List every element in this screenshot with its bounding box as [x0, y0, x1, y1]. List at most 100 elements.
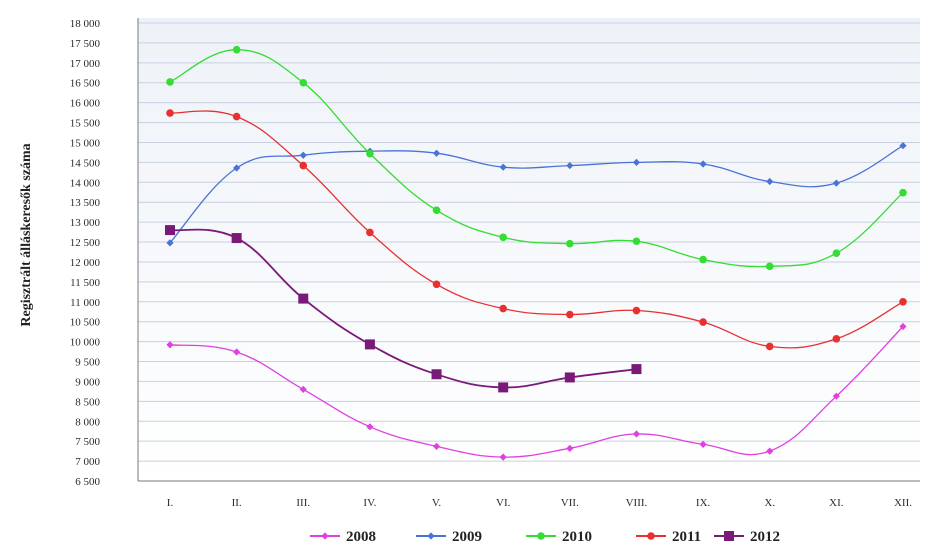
axes: [137, 18, 920, 482]
legend-label-2011: 2011: [672, 529, 701, 545]
y-tick-label-6: 9 500: [75, 357, 100, 369]
x-tick-label-1: II.: [232, 497, 242, 509]
point-2011-7: [632, 306, 641, 315]
x-tick-label-7: VIII.: [626, 497, 648, 509]
point-2009-10: [832, 179, 840, 187]
x-tick-label-5: VI.: [496, 497, 511, 509]
series-2008: [166, 322, 907, 461]
legend: 2008 2009 2010 2011 2012: [310, 529, 780, 545]
point-2011-3: [366, 228, 374, 237]
y-tick-label-3: 8 000: [75, 416, 100, 428]
point-2011-8: [699, 318, 707, 326]
x-tick-label-10: XI.: [829, 497, 844, 509]
point-2008-0: [166, 341, 174, 349]
point-2010-6: [566, 239, 574, 248]
point-2010-3: [366, 149, 374, 158]
y-tick-label-2: 7 500: [75, 436, 100, 448]
y-tick-label-9: 11 000: [70, 297, 100, 309]
y-tick-labels: 6 500 7 000 7 500 8 000 8 500 9 000 9 500 10 00…: [70, 18, 101, 488]
point-2008-10: [832, 392, 840, 400]
series-2010: [166, 45, 907, 271]
x-tick-label-6: VII.: [561, 497, 579, 509]
point-2012-5: [498, 382, 509, 393]
point-2012-2: [298, 293, 309, 304]
point-2011-1: [232, 112, 241, 121]
point-2012-4: [431, 369, 442, 380]
point-2009-7: [632, 158, 641, 166]
point-2008-3: [366, 423, 374, 431]
point-2012-1: [231, 233, 242, 244]
point-2010-5: [499, 233, 507, 242]
point-2010-7: [632, 237, 641, 246]
series-2012: [165, 225, 642, 393]
x-tick-label-9: X.: [764, 497, 775, 509]
point-2009-8: [699, 160, 707, 168]
series-line-2008: [169, 326, 904, 458]
y-tick-label-10: 11 500: [70, 277, 100, 289]
point-2011-5: [499, 304, 507, 313]
y-tick-label-17: 15 000: [70, 137, 101, 149]
y-axis-label: Regisztrált álláskeresők száma: [19, 143, 34, 326]
point-2008-7: [632, 430, 641, 438]
y-tick-label-16: 14 500: [70, 157, 101, 169]
y-tick-label-23: 18 000: [70, 18, 101, 30]
point-2009-4: [432, 149, 441, 157]
x-tick-label-11: XII.: [894, 497, 912, 509]
y-tick-label-15: 14 000: [70, 177, 101, 189]
point-2011-2: [299, 161, 308, 170]
point-2010-1: [232, 45, 241, 54]
x-tick-label-3: IV.: [363, 497, 376, 509]
point-2008-6: [566, 444, 574, 452]
point-2011-11: [899, 297, 907, 306]
legend-label-2010: 2010: [562, 529, 592, 545]
y-tick-label-4: 8 500: [75, 396, 100, 408]
y-tick-label-18: 15 500: [70, 118, 101, 130]
x-tick-label-2: III.: [296, 497, 310, 509]
point-2012-3: [364, 339, 375, 350]
series-group: [165, 45, 907, 461]
series-line-2009: [169, 145, 904, 244]
point-2008-1: [233, 348, 241, 356]
point-2012-7: [631, 364, 642, 375]
series-2009: [166, 142, 907, 247]
point-2011-4: [432, 280, 441, 289]
point-2009-2: [299, 151, 307, 159]
legend-label-2012: 2012: [750, 529, 780, 545]
legend-label-2008: 2008: [346, 529, 376, 545]
y-tick-label-20: 16 500: [70, 78, 101, 90]
y-tick-label-5: 9 000: [75, 376, 100, 388]
x-tick-labels: I. II. III. IV. V. VI. VII. VIII. IX. X. XI. XII.: [167, 497, 912, 509]
point-2009-1: [233, 164, 241, 172]
point-2010-11: [899, 188, 907, 197]
legend-marker-2008: [321, 532, 329, 540]
y-tick-label-14: 13 500: [70, 197, 101, 209]
point-2010-8: [699, 255, 707, 264]
y-tick-label-21: 17 000: [70, 58, 101, 70]
point-2011-9: [765, 342, 774, 351]
x-tick-label-0: I.: [167, 497, 174, 509]
point-2010-9: [765, 262, 774, 271]
point-2009-6: [566, 161, 574, 170]
y-tick-label-0: 6 500: [75, 476, 100, 488]
point-2008-11: [899, 322, 907, 331]
point-2008-8: [699, 440, 707, 448]
point-2010-0: [166, 78, 174, 86]
x-tick-label-8: IX.: [696, 497, 711, 509]
legend-marker-2010: [537, 532, 545, 540]
y-tick-label-19: 16 000: [70, 98, 101, 110]
point-2009-9: [766, 177, 774, 186]
point-2009-0: [166, 239, 174, 247]
point-2012-6: [564, 372, 575, 383]
point-2011-10: [832, 335, 841, 343]
point-2008-5: [499, 453, 507, 461]
point-2008-4: [432, 442, 441, 450]
y-tick-label-12: 12 500: [70, 237, 101, 249]
point-2008-2: [299, 385, 307, 393]
point-2011-0: [166, 109, 174, 117]
point-2011-6: [566, 310, 574, 319]
y-tick-label-11: 12 000: [70, 257, 101, 269]
point-2010-10: [832, 249, 841, 257]
y-tick-label-8: 10 500: [70, 317, 101, 329]
y-tick-label-7: 10 000: [70, 337, 101, 349]
